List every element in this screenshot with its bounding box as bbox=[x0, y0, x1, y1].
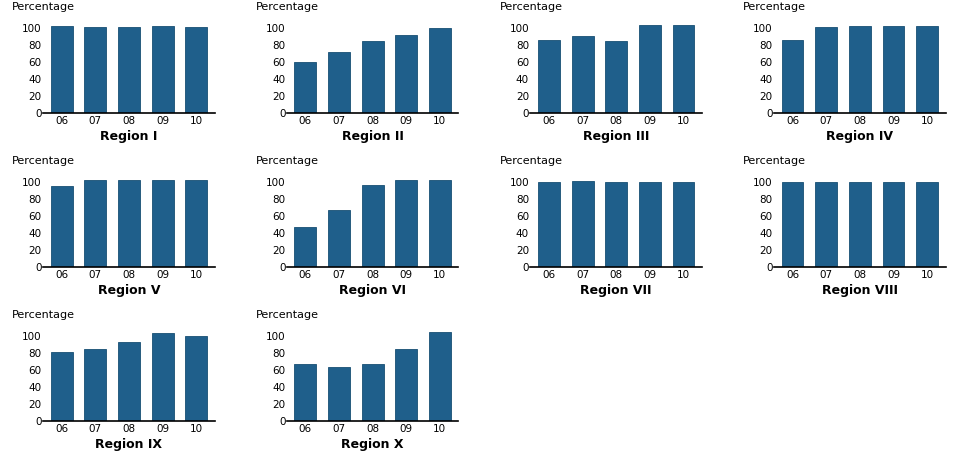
X-axis label: Region I: Region I bbox=[100, 130, 157, 143]
Bar bbox=[882, 26, 904, 113]
Bar bbox=[605, 182, 627, 267]
Bar bbox=[84, 349, 107, 421]
Bar bbox=[118, 27, 140, 113]
Bar bbox=[118, 180, 140, 267]
Bar bbox=[849, 182, 871, 267]
Bar bbox=[328, 210, 349, 267]
Bar bbox=[185, 336, 207, 421]
Bar bbox=[152, 180, 174, 267]
Bar bbox=[429, 332, 451, 421]
X-axis label: Region V: Region V bbox=[98, 284, 160, 297]
Bar bbox=[639, 182, 660, 267]
Bar bbox=[429, 28, 451, 113]
Bar bbox=[571, 36, 593, 113]
Bar bbox=[84, 180, 107, 267]
Text: Percentage: Percentage bbox=[256, 156, 319, 166]
Bar bbox=[815, 182, 837, 267]
Bar bbox=[295, 62, 316, 113]
Bar bbox=[673, 25, 694, 113]
X-axis label: Region VII: Region VII bbox=[581, 284, 652, 297]
Text: Percentage: Percentage bbox=[499, 2, 563, 12]
X-axis label: Region IX: Region IX bbox=[95, 438, 162, 451]
X-axis label: Region II: Region II bbox=[342, 130, 403, 143]
X-axis label: Region IV: Region IV bbox=[827, 130, 894, 143]
Text: Percentage: Percentage bbox=[12, 156, 75, 166]
Bar bbox=[295, 227, 316, 267]
Text: Percentage: Percentage bbox=[743, 2, 806, 12]
Bar bbox=[396, 180, 418, 267]
Bar bbox=[396, 35, 418, 113]
Bar bbox=[295, 364, 316, 421]
Text: Percentage: Percentage bbox=[256, 310, 319, 320]
Bar bbox=[538, 182, 560, 267]
Bar bbox=[781, 182, 804, 267]
Bar bbox=[916, 26, 938, 113]
Bar bbox=[185, 180, 207, 267]
Bar bbox=[328, 367, 349, 421]
Bar bbox=[152, 333, 174, 421]
Bar bbox=[152, 26, 174, 113]
Bar bbox=[396, 349, 418, 421]
Bar bbox=[362, 41, 384, 113]
Bar bbox=[362, 364, 384, 421]
X-axis label: Region VIII: Region VIII bbox=[822, 284, 898, 297]
Text: Percentage: Percentage bbox=[256, 2, 319, 12]
Bar bbox=[538, 40, 560, 113]
Bar bbox=[781, 40, 804, 113]
Bar bbox=[118, 342, 140, 421]
Text: Percentage: Percentage bbox=[499, 156, 563, 166]
Bar bbox=[605, 41, 627, 113]
Text: Percentage: Percentage bbox=[12, 310, 75, 320]
X-axis label: Region VI: Region VI bbox=[339, 284, 406, 297]
Text: Percentage: Percentage bbox=[12, 2, 75, 12]
Bar bbox=[185, 27, 207, 113]
Bar bbox=[882, 182, 904, 267]
Text: Percentage: Percentage bbox=[743, 156, 806, 166]
Bar bbox=[571, 181, 593, 267]
X-axis label: Region X: Region X bbox=[342, 438, 404, 451]
X-axis label: Region III: Region III bbox=[583, 130, 649, 143]
Bar bbox=[328, 52, 349, 113]
Bar bbox=[639, 25, 660, 113]
Bar bbox=[429, 180, 451, 267]
Bar bbox=[815, 28, 837, 113]
Bar bbox=[51, 26, 73, 113]
Bar bbox=[362, 185, 384, 267]
Bar bbox=[51, 352, 73, 421]
Bar bbox=[51, 186, 73, 267]
Bar bbox=[673, 182, 694, 267]
Bar bbox=[916, 182, 938, 267]
Bar bbox=[84, 27, 107, 113]
Bar bbox=[849, 26, 871, 113]
